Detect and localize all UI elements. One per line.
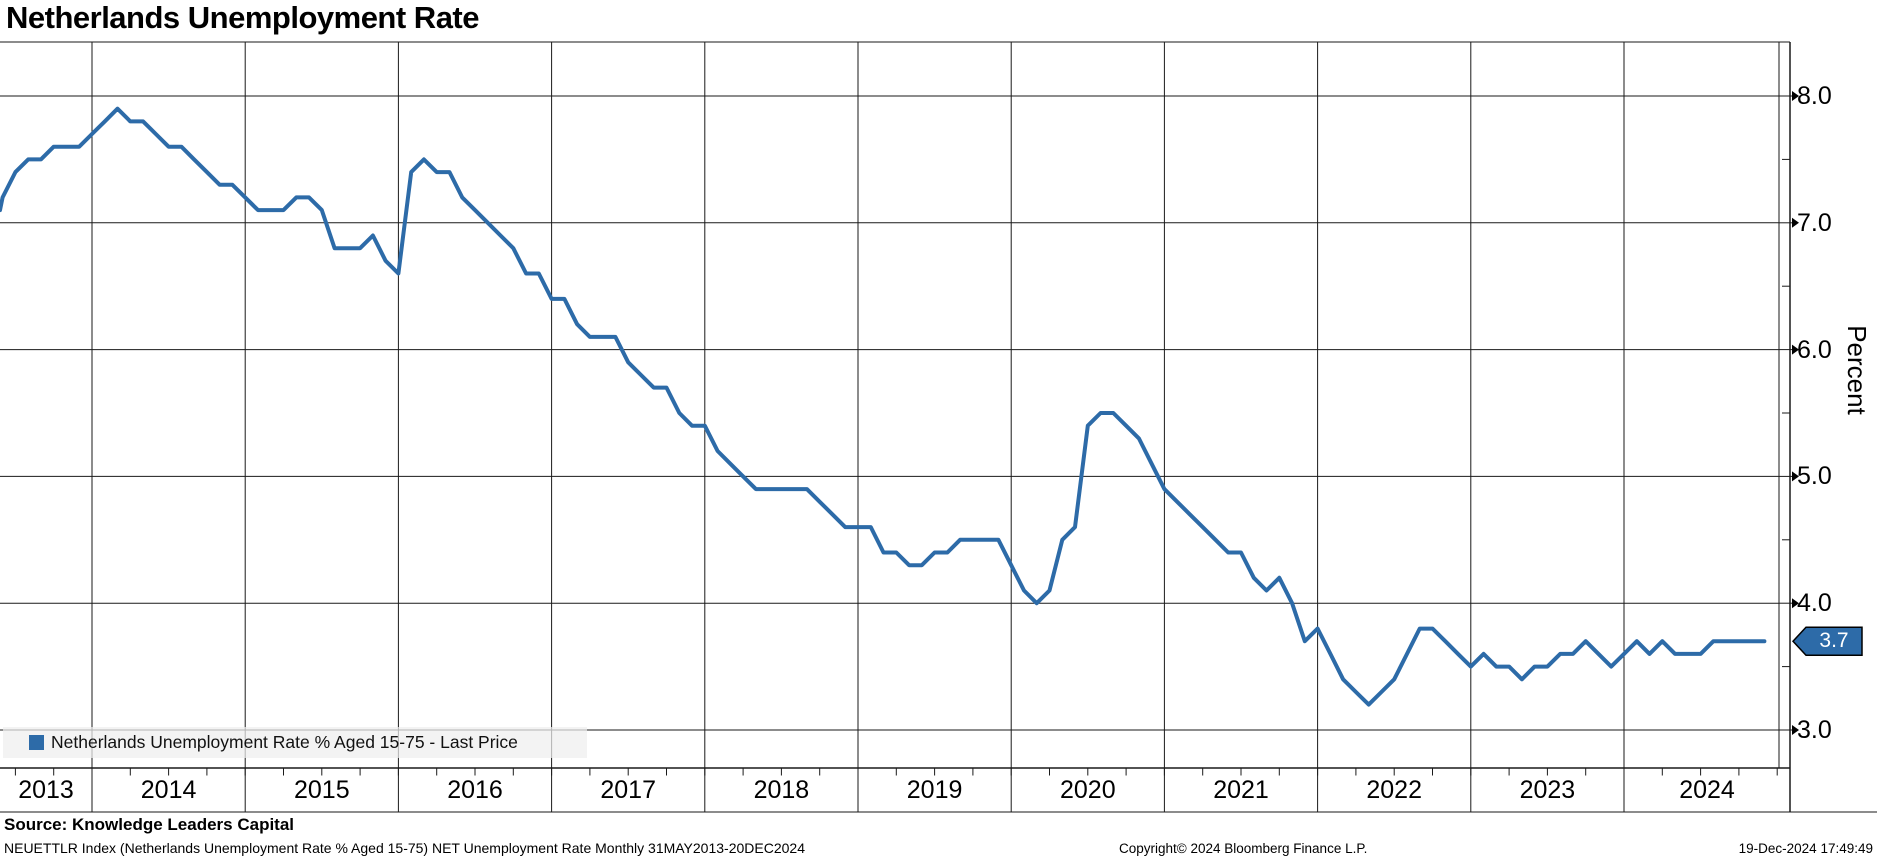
y-tick-arrow-icon: [1792, 725, 1799, 735]
legend[interactable]: Netherlands Unemployment Rate % Aged 15-…: [3, 727, 587, 758]
y-tick-arrow-icon: [1792, 471, 1799, 482]
y-axis-tick-label: 5.0: [1797, 462, 1832, 491]
x-axis-year-label: 2016: [447, 776, 503, 804]
x-axis-year-label: 2018: [753, 776, 810, 804]
x-axis-year-label: 2020: [1059, 776, 1116, 804]
copyright-note: Copyright© 2024 Bloomberg Finance L.P.: [1119, 841, 1368, 856]
x-axis-year-label: 2019: [906, 776, 963, 804]
last-price-badge-shape: [1791, 626, 1863, 656]
x-axis-year-label: 2023: [1519, 776, 1576, 804]
x-axis-year-label: 2014: [140, 776, 197, 804]
unemployment-rate-line[interactable]: [0, 106, 1767, 707]
y-tick-arrow-icon: [1792, 598, 1799, 609]
y-axis-title: Percent: [1842, 325, 1872, 415]
x-axis-year-label: 2021: [1213, 776, 1269, 804]
legend-series-label: Netherlands Unemployment Rate % Aged 15-…: [51, 732, 518, 752]
x-axis-year-label: 2022: [1366, 776, 1422, 804]
x-axis-year-label: 2017: [600, 776, 656, 804]
x-axis-year-label: 2013: [18, 776, 74, 804]
y-axis-tick-label: 7.0: [1797, 208, 1832, 237]
y-tick-arrow-icon: [1792, 91, 1799, 101]
x-axis-year-label: 2015: [293, 776, 350, 804]
x-axis-year-label: 2024: [1679, 776, 1735, 804]
y-tick-arrow-icon: [1792, 217, 1799, 228]
y-axis-tick-label: 6.0: [1797, 335, 1832, 364]
source-note: Source: Knowledge Leaders Capital: [4, 815, 295, 834]
page-title: Netherlands Unemployment Rate: [6, 0, 480, 35]
timestamp: 19-Dec-2024 17:49:49: [1738, 841, 1873, 856]
ticker-description: NEUETTLR Index (Netherlands Unemployment…: [4, 840, 805, 856]
y-axis-tick-label: 8.0: [1797, 82, 1832, 110]
y-tick-arrow-icon: [1792, 344, 1799, 355]
last-price-badge: 3.7: [1819, 629, 1849, 653]
y-axis-tick-label: 3.0: [1797, 716, 1832, 744]
y-axis-tick-label: 4.0: [1797, 589, 1832, 618]
legend-series-swatch-icon: [29, 735, 44, 750]
